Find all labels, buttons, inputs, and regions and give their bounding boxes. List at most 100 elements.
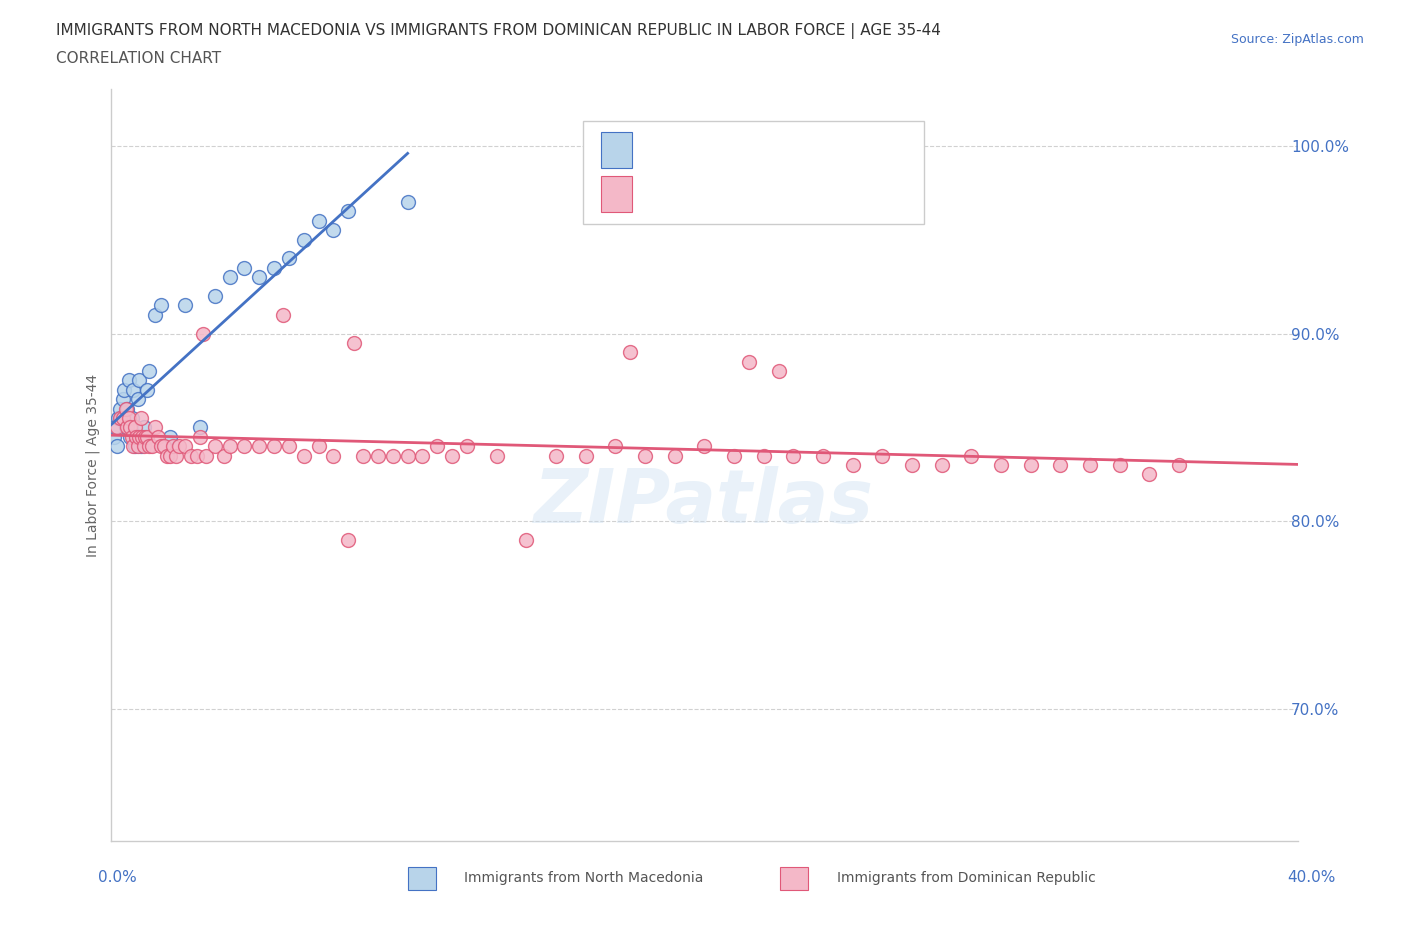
Text: R = -0.197   N = 83: R = -0.197 N = 83	[641, 187, 817, 205]
Point	[103, 430, 125, 445]
Point	[233, 260, 256, 275]
Point	[118, 411, 141, 426]
Point	[150, 439, 173, 454]
Point	[204, 439, 226, 454]
Point	[515, 533, 537, 548]
Point	[153, 439, 176, 454]
Point	[575, 448, 598, 463]
Point	[128, 430, 150, 445]
Point	[738, 354, 761, 369]
Point	[108, 411, 131, 426]
Point	[132, 439, 155, 454]
Point	[127, 392, 149, 406]
Point	[411, 448, 433, 463]
Point	[124, 420, 146, 435]
Point	[247, 270, 270, 285]
Text: 0.0%: 0.0%	[98, 870, 138, 884]
Point	[122, 439, 145, 454]
Point	[212, 448, 235, 463]
Text: R =  0.596   N = 38: R = 0.596 N = 38	[641, 142, 817, 160]
Point	[135, 382, 157, 397]
Point	[138, 439, 160, 454]
Point	[122, 382, 145, 397]
Point	[138, 364, 160, 379]
Point	[125, 430, 148, 445]
Point	[1019, 458, 1042, 472]
Point	[381, 448, 404, 463]
Point	[619, 345, 641, 360]
Point	[111, 392, 134, 406]
Point	[188, 420, 211, 435]
Point	[247, 439, 270, 454]
Point	[121, 430, 143, 445]
Point	[263, 439, 285, 454]
Point	[112, 382, 135, 397]
Point	[396, 194, 419, 209]
Point	[233, 439, 256, 454]
Point	[108, 401, 131, 416]
Point	[124, 439, 146, 454]
Point	[159, 430, 181, 445]
Point	[664, 448, 686, 463]
Point	[1049, 458, 1071, 472]
Point	[343, 336, 366, 351]
Point	[263, 260, 285, 275]
Point	[115, 420, 138, 435]
Point	[165, 448, 187, 463]
Point	[782, 448, 804, 463]
Point	[337, 533, 360, 548]
Point	[841, 458, 863, 472]
Point	[901, 458, 924, 472]
Point	[1078, 458, 1101, 472]
Point	[125, 430, 148, 445]
Point	[322, 223, 344, 238]
Point	[156, 448, 179, 463]
Point	[129, 439, 152, 454]
Point	[367, 448, 389, 463]
Text: 40.0%: 40.0%	[1288, 870, 1336, 884]
Point	[485, 448, 508, 463]
Point	[131, 430, 153, 445]
Point	[1139, 467, 1161, 482]
Point	[159, 448, 181, 463]
Point	[278, 251, 301, 266]
Text: Immigrants from Dominican Republic: Immigrants from Dominican Republic	[837, 870, 1095, 885]
Point	[186, 448, 208, 463]
Point	[337, 204, 360, 219]
Point	[768, 364, 790, 379]
Point	[456, 439, 478, 454]
Point	[134, 430, 156, 445]
Point	[292, 232, 315, 247]
Point	[128, 373, 150, 388]
Point	[135, 430, 157, 445]
Point	[605, 439, 627, 454]
Point	[188, 430, 211, 445]
Text: CORRELATION CHART: CORRELATION CHART	[56, 51, 221, 66]
Point	[441, 448, 464, 463]
Point	[811, 448, 834, 463]
Point	[107, 411, 129, 426]
Point	[218, 439, 240, 454]
Point	[174, 298, 197, 312]
Point	[121, 411, 143, 426]
Point	[544, 448, 567, 463]
Point	[990, 458, 1012, 472]
Text: Immigrants from North Macedonia: Immigrants from North Macedonia	[464, 870, 703, 885]
Point	[111, 411, 134, 426]
Point	[120, 420, 142, 435]
Point	[148, 430, 170, 445]
Point	[127, 439, 149, 454]
Point	[114, 420, 136, 435]
Point	[204, 288, 226, 303]
Point	[132, 420, 155, 435]
Point	[118, 373, 141, 388]
Point	[120, 430, 142, 445]
Point	[931, 458, 953, 472]
Point	[960, 448, 983, 463]
Point	[308, 213, 330, 228]
Point	[141, 439, 163, 454]
Point	[150, 298, 173, 312]
Point	[352, 448, 374, 463]
Point	[292, 448, 315, 463]
Text: Source: ZipAtlas.com: Source: ZipAtlas.com	[1230, 33, 1364, 46]
